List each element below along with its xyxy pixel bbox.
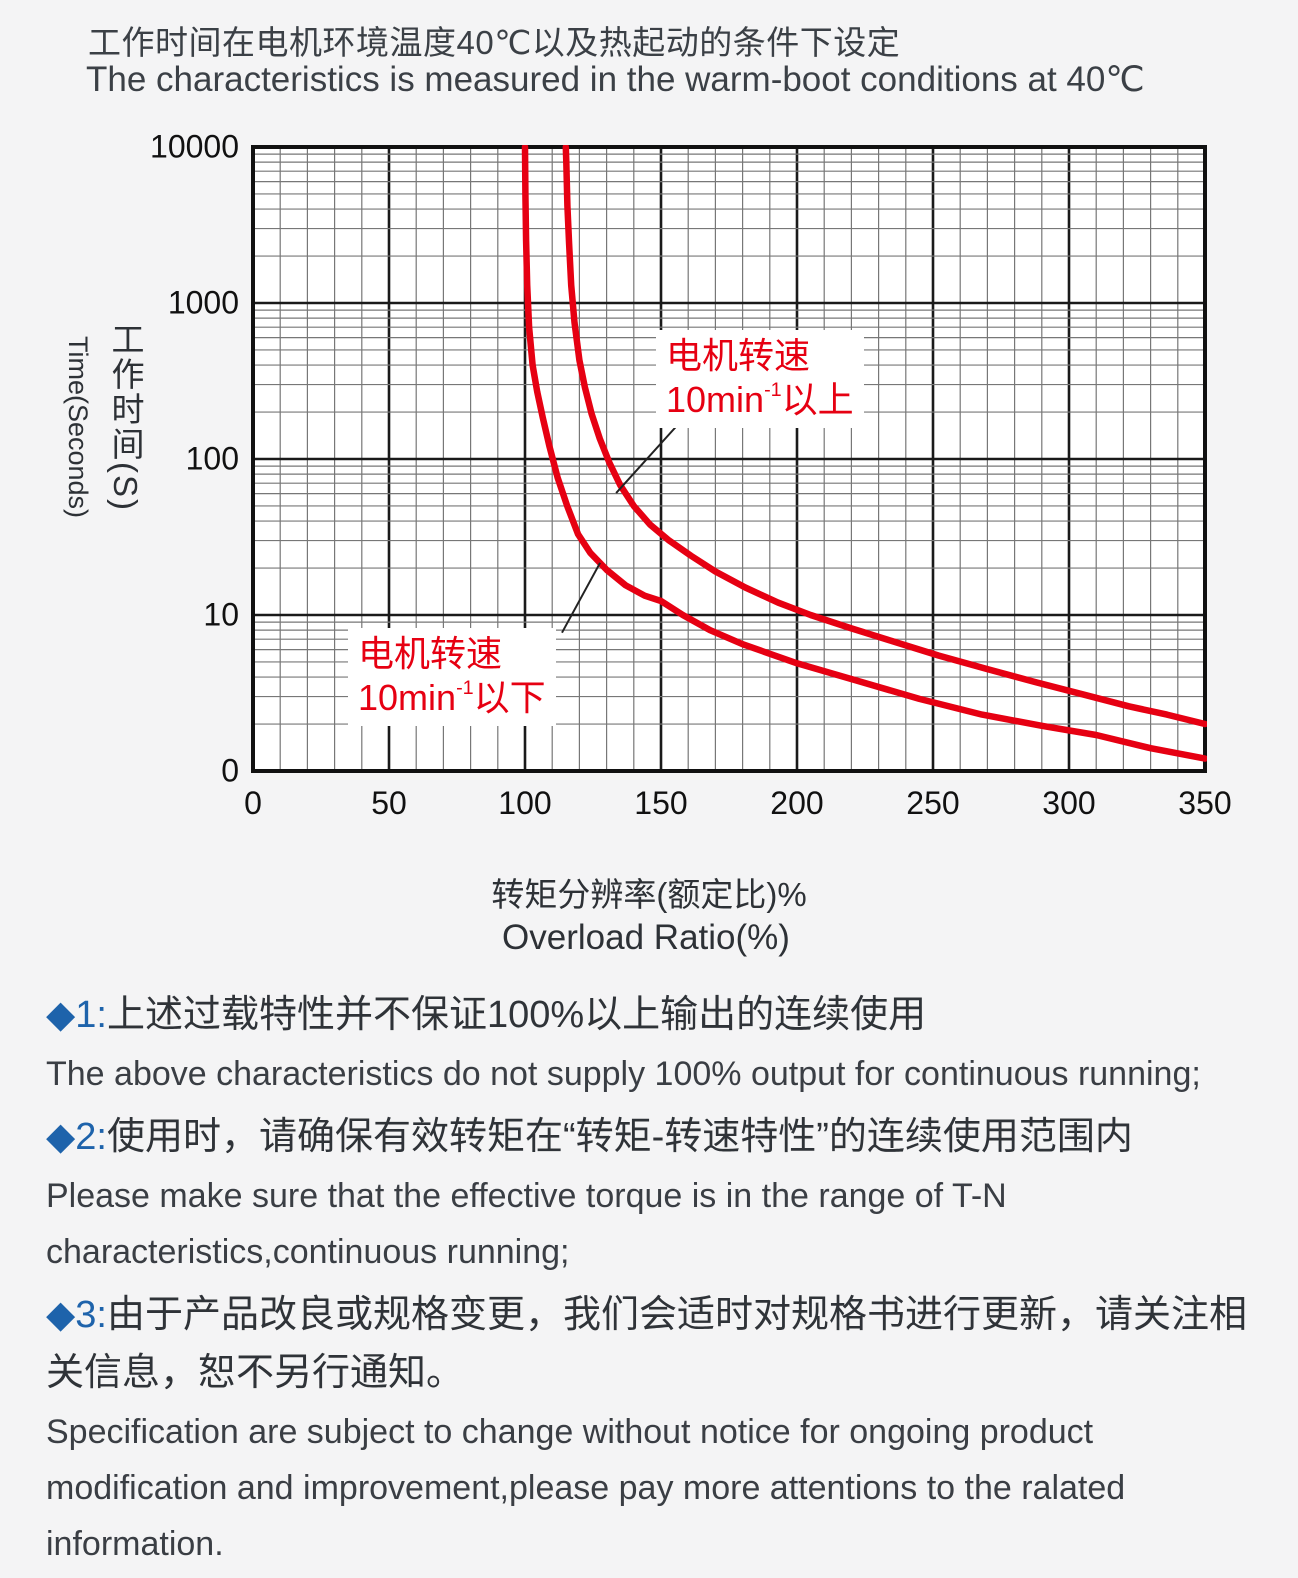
- curve-label-above-10rpm: 电机转速 10min-1以上: [656, 330, 864, 428]
- y-tick-label: 100: [185, 440, 239, 477]
- chart-canvas: [251, 145, 1207, 773]
- x-axis-title-en: Overload Ratio(%): [502, 918, 790, 957]
- x-axis-title-zh: 转矩分辨率(额定比)%: [491, 876, 807, 913]
- x-tick-label: 250: [906, 785, 960, 821]
- y-tick-label: 10000: [150, 128, 239, 165]
- diamond-bullet-icon: ◆: [46, 994, 76, 1036]
- x-tick-label: 200: [770, 785, 824, 821]
- diamond-bullet-icon: ◆: [46, 1294, 76, 1336]
- note-2-zh: ◆2:使用时，请确保有效转矩在“转矩-转速特性”的连续使用范围内: [46, 1116, 1133, 1158]
- x-tick-label: 300: [1042, 785, 1096, 821]
- note-3: ◆3:由于产品改良或规格变更，我们会适时对规格书进行更新，请关注相关信息，恕不另…: [46, 1286, 1254, 1572]
- diamond-bullet-icon: ◆: [46, 1116, 76, 1158]
- curve-label-below-10rpm: 电机转速 10min-1以下: [348, 628, 556, 726]
- chart-title-en: The characteristics is measured in the w…: [86, 60, 1145, 99]
- chart-title-zh: 工作时间在电机环境温度40℃以及热起动的条件下设定: [88, 24, 901, 61]
- x-tick-label: 350: [1178, 785, 1232, 821]
- y-tick-label: 10: [203, 596, 239, 633]
- x-tick-label: 100: [498, 785, 552, 821]
- y-tick-label: 0: [221, 752, 239, 789]
- y-axis-title: Time(Seconds) 工作时间(S): [62, 322, 149, 534]
- note-1-en: The above characteristics do not supply …: [46, 1055, 1201, 1093]
- note-3-en: Specification are subject to change with…: [46, 1413, 1126, 1563]
- x-tick-label: 50: [371, 785, 407, 821]
- y-axis-title-en: Time(Seconds): [63, 335, 93, 519]
- x-tick-label: 150: [634, 785, 688, 821]
- note-1: ◆1:上述过载特性并不保证100%以上输出的连续使用 The above cha…: [46, 986, 1254, 1102]
- y-axis-title-zh: 工作时间(S): [107, 322, 144, 512]
- note-2-en: Please make sure that the effective torq…: [46, 1177, 1007, 1271]
- overload-chart: Time(Seconds) 工作时间(S) 转矩分辨率(额定比)% Overlo…: [62, 128, 1232, 958]
- x-tick-label: 0: [244, 785, 262, 821]
- note-1-zh: ◆1:上述过载特性并不保证100%以上输出的连续使用: [46, 994, 927, 1036]
- notes-section: ◆1:上述过载特性并不保证100%以上输出的连续使用 The above cha…: [46, 986, 1254, 1578]
- note-2: ◆2:使用时，请确保有效转矩在“转矩-转速特性”的连续使用范围内 Please …: [46, 1108, 1254, 1280]
- note-3-zh: ◆3:由于产品改良或规格变更，我们会适时对规格书进行更新，请关注相关信息，恕不另…: [46, 1294, 1247, 1394]
- y-tick-label: 1000: [167, 284, 239, 321]
